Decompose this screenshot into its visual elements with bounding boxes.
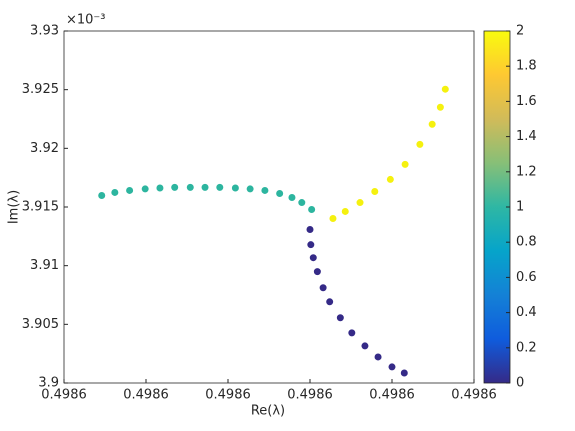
x-tick-label: 0.4986: [123, 388, 169, 403]
x-tick-label: 0.4986: [369, 388, 415, 403]
point: [261, 186, 269, 194]
point: [356, 199, 364, 207]
plot-area: [63, 30, 475, 384]
point: [388, 363, 396, 371]
point: [313, 268, 321, 276]
point: [361, 342, 369, 350]
x-tick-label: 0.4986: [41, 388, 87, 403]
point: [156, 184, 164, 192]
point: [436, 103, 444, 111]
point: [441, 85, 449, 93]
y-tick-label: 3.91: [30, 258, 59, 273]
colorbar-tick-label: 1.4: [516, 129, 537, 144]
y-axis-label: Im(λ): [7, 190, 22, 224]
point: [216, 183, 224, 191]
y-tick-label: 3.925: [22, 82, 59, 97]
point: [400, 369, 408, 377]
point: [111, 188, 119, 196]
y-tick-label: 3.905: [22, 317, 59, 332]
colorbar-tick-label: 1: [516, 200, 524, 215]
x-axis-label: Re(λ): [251, 404, 285, 419]
x-tick-label: 0.4986: [451, 388, 497, 403]
point: [231, 184, 239, 192]
colorbar-tick-label: 2: [516, 24, 524, 39]
point: [416, 140, 424, 148]
point: [307, 241, 315, 249]
colorbar-tick-label: 0.6: [516, 270, 537, 285]
y-tick-label: 3.9: [38, 376, 59, 391]
point: [276, 190, 284, 198]
colorbar-tick-label: 1.8: [516, 59, 537, 74]
point: [374, 353, 382, 361]
point: [171, 183, 179, 191]
point: [329, 214, 337, 222]
colorbar: [483, 30, 511, 384]
colorbar-tick-label: 1.6: [516, 94, 537, 109]
point: [308, 205, 316, 213]
x-tick-label: 0.4986: [287, 388, 333, 403]
colorbar-tick-label: 0: [516, 376, 524, 391]
point: [306, 226, 314, 234]
point: [386, 175, 394, 183]
y-tick-label: 3.915: [22, 200, 59, 215]
point: [319, 284, 327, 292]
point: [428, 120, 436, 128]
point: [288, 193, 296, 201]
y-multiplier: ×10⁻³: [66, 13, 106, 28]
colorbar-tick-label: 0.8: [516, 235, 537, 250]
point: [141, 185, 149, 193]
point: [326, 298, 334, 306]
y-tick-label: 3.93: [30, 24, 59, 39]
point: [298, 199, 306, 207]
point: [98, 192, 106, 200]
colorbar-tick-label: 0.4: [516, 305, 537, 320]
colorbar-tick-label: 1.2: [516, 164, 537, 179]
point: [246, 185, 254, 193]
point: [348, 329, 356, 337]
point: [401, 160, 409, 168]
point: [309, 254, 317, 262]
point: [126, 186, 134, 194]
colorbar-tick-label: 0.2: [516, 340, 537, 355]
y-tick-label: 3.92: [30, 141, 59, 156]
x-tick-label: 0.4986: [205, 388, 251, 403]
point: [186, 183, 194, 191]
point: [341, 207, 349, 215]
point: [201, 183, 209, 191]
point: [336, 314, 344, 322]
point: [371, 188, 379, 196]
